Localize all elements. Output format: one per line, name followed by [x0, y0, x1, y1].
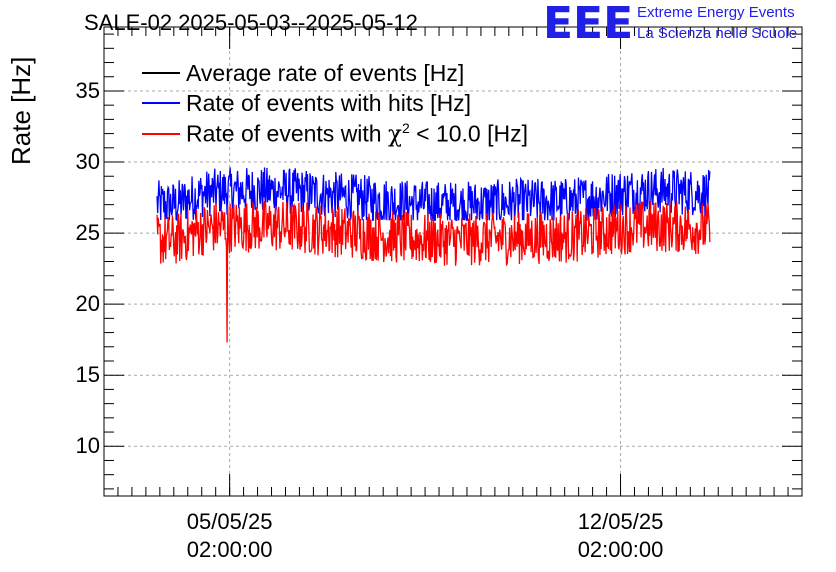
y-tick-label: 15 — [75, 362, 100, 388]
x-tick-label: 12/05/25 02:00:00 — [551, 508, 691, 564]
axis-ticks — [104, 27, 802, 496]
chi2-line — [156, 200, 711, 343]
x-tick-date: 05/05/25 — [186, 509, 273, 534]
y-tick-label: 30 — [75, 149, 100, 174]
legend-swatch-red — [142, 133, 180, 135]
x-tick-time: 02:00:00 — [186, 537, 273, 562]
x-tick-date: 12/05/25 — [577, 509, 664, 534]
y-axis-label: Rate [Hz] — [6, 56, 36, 165]
logo-line1: Extreme Energy Events — [637, 4, 795, 21]
legend-item-chi2: Rate of events with χ2 < 10.0 [Hz] — [142, 119, 528, 149]
logo-line2: La Scienza nelle Scuole — [637, 25, 798, 42]
y-tick-label: 10 — [75, 433, 100, 459]
y-tick-label: 25 — [75, 220, 100, 246]
legend-swatch-blue — [142, 102, 180, 104]
legend-label-average: Average rate of events [Hz] — [186, 59, 465, 86]
y-tick-label: 20 — [75, 291, 100, 317]
legend-label-chi2: Rate of events with χ2 < 10.0 [Hz] — [186, 120, 528, 148]
legend-swatch-black — [142, 72, 180, 74]
legend-item-average: Average rate of events [Hz] — [142, 58, 464, 88]
series-chi2 — [156, 200, 711, 343]
chart-title: SALE-02 2025-05-03--2025-05-12 — [84, 10, 418, 35]
legend-label-hits: Rate of events with hits [Hz] — [186, 89, 472, 116]
x-tick-time: 02:00:00 — [577, 537, 664, 562]
legend-item-hits: Rate of events with hits [Hz] — [142, 88, 471, 118]
x-tick-label: 05/05/25 02:00:00 — [160, 508, 300, 564]
y-tick-label: 35 — [75, 77, 100, 103]
eee-logo: EEE — [543, 0, 634, 49]
